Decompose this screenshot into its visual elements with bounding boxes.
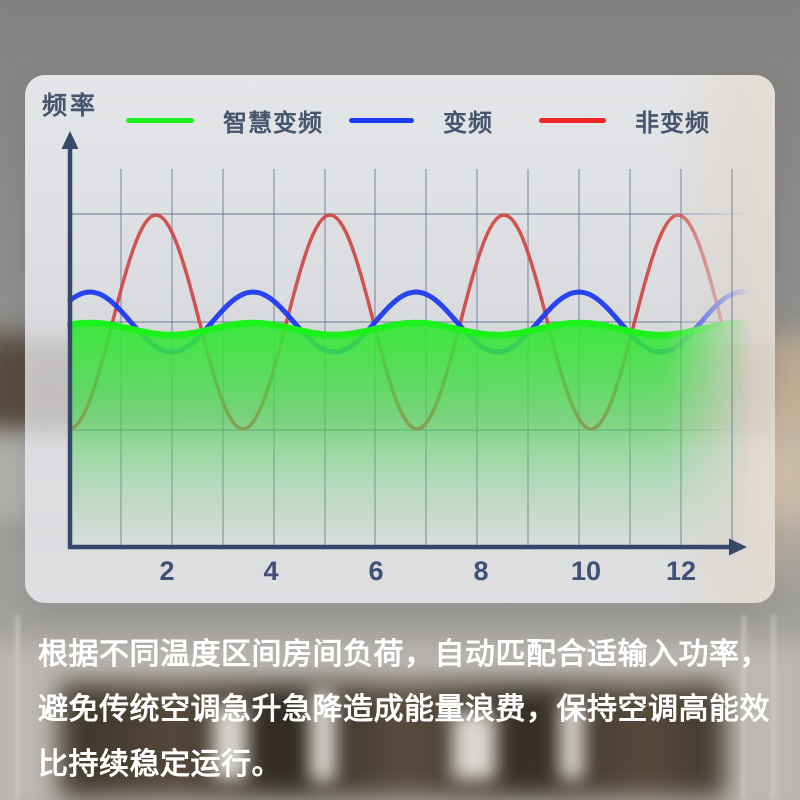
chart-panel: 频率 智慧变频 变频 非变频 2 4 6 8 10 12 xyxy=(25,75,775,603)
x-tick-label: 2 xyxy=(159,556,174,586)
legend-label: 变频 xyxy=(443,109,493,137)
background-bottle xyxy=(452,712,496,780)
caption-line: 比持续稳定运行。 xyxy=(38,748,282,781)
legend-swatch xyxy=(539,117,606,123)
x-tick-label: 4 xyxy=(263,556,278,586)
legend-item-non-inverter: 非变频 xyxy=(539,107,710,137)
legend-swatch xyxy=(349,117,414,123)
background-wall-groove xyxy=(772,615,775,800)
background-cabinet xyxy=(60,683,725,798)
caption: 根据不同温度区间房间负荷，自动匹配合适输入功率， 避免传统空调急升急降造成能量浪… xyxy=(38,627,778,792)
caption-line: 根据不同温度区间房间负荷，自动匹配合适输入功率， xyxy=(38,638,770,671)
chart-svg: 2 4 6 8 10 12 xyxy=(61,131,755,586)
background-wall-groove xyxy=(16,615,19,800)
x-tick-label: 6 xyxy=(368,556,383,586)
x-tick-label: 8 xyxy=(473,556,488,586)
legend-item-smart-inverter: 智慧变频 xyxy=(126,107,323,137)
background-bottle xyxy=(560,700,584,780)
background-wall-groove xyxy=(742,615,745,800)
legend-label: 智慧变频 xyxy=(223,109,323,137)
legend-label: 非变频 xyxy=(635,109,710,137)
background-bottle xyxy=(310,690,336,782)
legend-swatch xyxy=(126,117,194,123)
x-tick-label: 10 xyxy=(571,556,601,586)
background-bottle xyxy=(213,705,247,780)
legend-item-inverter: 变频 xyxy=(349,107,493,137)
y-axis-label: 频率 xyxy=(42,92,99,120)
caption-line: 避免传统空调急升急降造成能量浪费，保持空调高能效 xyxy=(38,693,770,726)
x-tick-label: 12 xyxy=(666,556,696,586)
